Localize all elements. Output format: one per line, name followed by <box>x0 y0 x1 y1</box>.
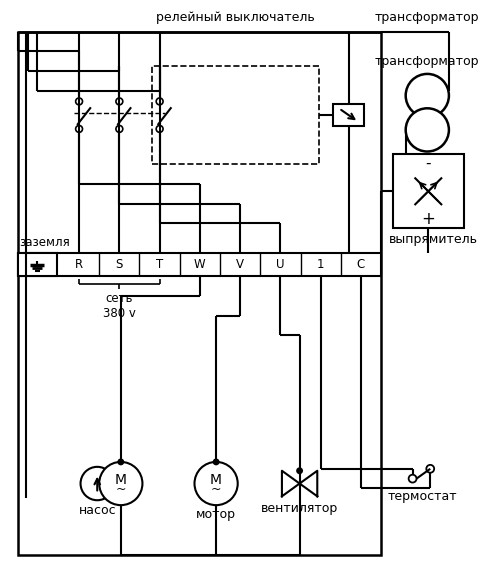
Circle shape <box>195 462 238 505</box>
Circle shape <box>116 98 123 105</box>
Circle shape <box>213 459 220 466</box>
Text: C: C <box>357 258 365 271</box>
Text: термостат: термостат <box>388 490 457 503</box>
Text: ~: ~ <box>211 483 221 496</box>
Bar <box>18 253 57 276</box>
Circle shape <box>296 467 303 474</box>
Text: W: W <box>194 258 206 271</box>
Bar <box>18 31 381 555</box>
Text: релейный выключатель: релейный выключатель <box>156 12 315 24</box>
Circle shape <box>80 467 114 501</box>
Circle shape <box>118 459 124 466</box>
Circle shape <box>406 108 449 151</box>
Text: +: + <box>421 210 435 228</box>
Circle shape <box>409 475 416 482</box>
Circle shape <box>426 465 434 473</box>
Text: M: M <box>115 473 127 487</box>
Circle shape <box>75 98 82 105</box>
Bar <box>18 253 381 276</box>
Circle shape <box>99 462 143 505</box>
Text: вентилятор: вентилятор <box>261 502 338 514</box>
Circle shape <box>156 126 163 132</box>
Text: трансформатор: трансформатор <box>375 12 480 24</box>
Bar <box>152 66 319 164</box>
Text: S: S <box>116 258 123 271</box>
Text: насос: насос <box>78 503 116 517</box>
Text: мотор: мотор <box>196 509 236 521</box>
Text: ~: ~ <box>116 483 126 496</box>
Text: R: R <box>75 258 83 271</box>
Text: трансформатор: трансформатор <box>375 55 480 68</box>
Text: сеть
380 v: сеть 380 v <box>103 292 136 320</box>
Circle shape <box>156 98 163 105</box>
Text: 1: 1 <box>317 258 324 271</box>
Text: выпрямитель: выпрямитель <box>389 233 478 246</box>
Text: M: M <box>210 473 222 487</box>
Text: V: V <box>236 258 244 271</box>
Text: U: U <box>276 258 285 271</box>
Text: -: - <box>425 156 431 171</box>
Circle shape <box>75 126 82 132</box>
Circle shape <box>116 126 123 132</box>
Text: заземля: заземля <box>20 236 71 249</box>
Text: T: T <box>156 258 163 271</box>
Bar <box>333 104 365 126</box>
Circle shape <box>406 74 449 117</box>
Bar <box>393 154 464 228</box>
